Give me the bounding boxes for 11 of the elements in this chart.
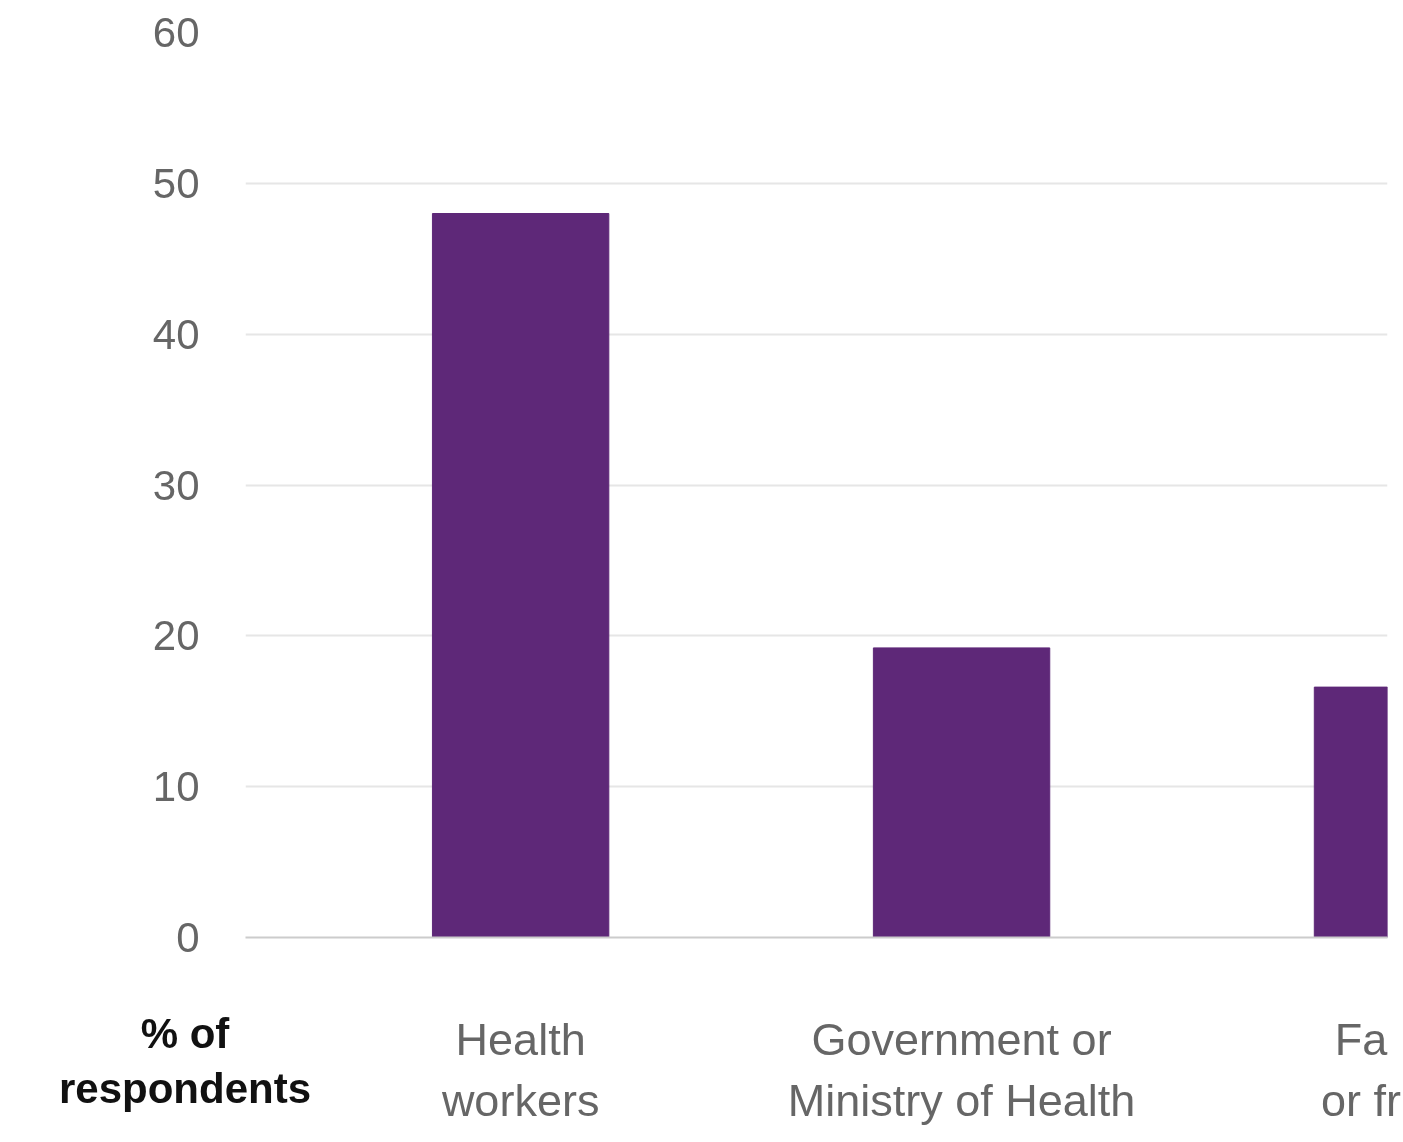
x-tick-label: Government or Ministry of Health (787, 1013, 1136, 1126)
y-tick-label: 10 (152, 763, 200, 811)
y-tick-label: 20 (152, 612, 200, 660)
y-tick-label: 60 (152, 9, 200, 56)
y-tick-label: 30 (152, 461, 200, 509)
y-tick-label: 50 (152, 159, 200, 207)
x-tick-label: Health workers (440, 1013, 600, 1126)
y-tick-label: 40 (152, 310, 200, 358)
y-axis-title: % of respondents (58, 1009, 312, 1114)
x-tick-label: Fa or fr (1321, 1013, 1402, 1126)
y-tick-label: 0 (176, 914, 200, 961)
